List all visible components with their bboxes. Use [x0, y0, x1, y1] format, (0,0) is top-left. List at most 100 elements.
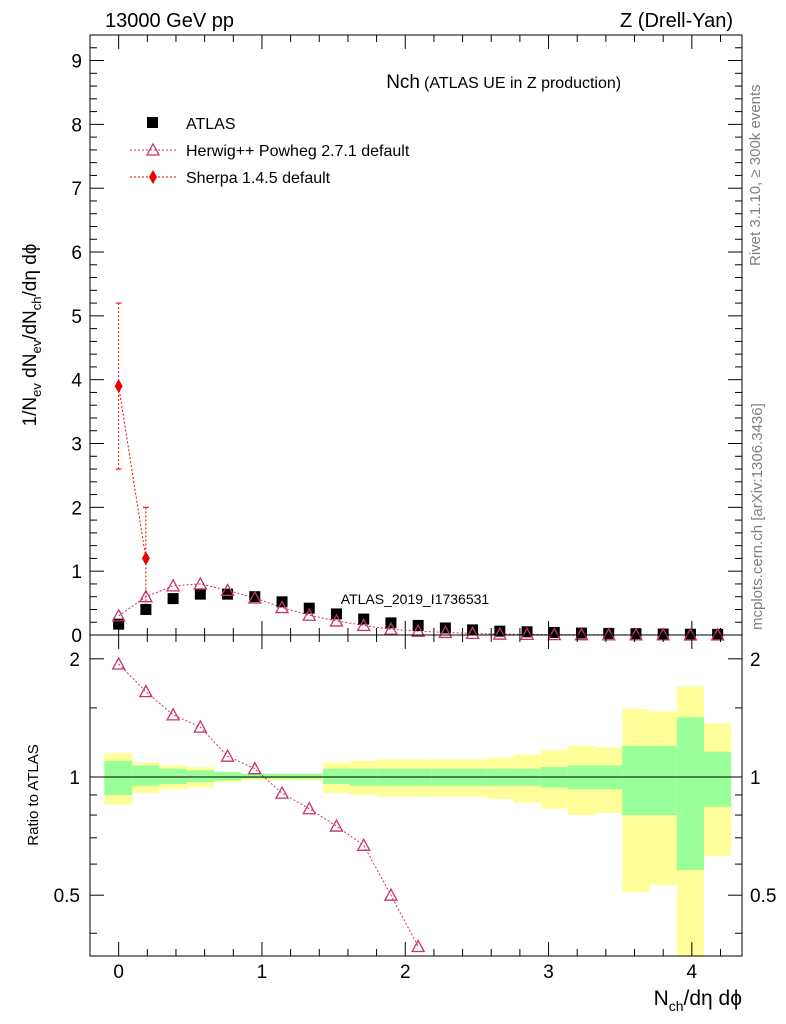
herwig-point: [247, 590, 262, 604]
atlas-point: [630, 628, 642, 640]
main-y-tick-label: 2: [71, 498, 82, 519]
herwig-point: [274, 600, 290, 614]
ratio-inner-band: [159, 768, 187, 784]
herwig-ratio-point: [302, 801, 317, 815]
herwig-ratio-point: [411, 939, 426, 953]
header-process: Z (Drell-Yan): [620, 10, 733, 32]
ratio-y-tick-label: 2: [69, 650, 80, 671]
herwig-point: [438, 625, 453, 639]
herwig-point: [138, 589, 153, 603]
herwig-ratio-point: [193, 719, 208, 733]
ratio-uncertainty-bands: [104, 686, 732, 956]
x-tick-label: 0: [113, 962, 124, 983]
x-tick-labels: 0 1 2 3 4: [113, 962, 697, 983]
herwig-ratio-point: [329, 818, 344, 832]
main-axis-ticks: 0 1 2 3 4 5 6 7 8 9: [71, 34, 742, 647]
main-y-tick-label: 9: [71, 52, 82, 73]
atlas-point: [167, 593, 179, 605]
main-y-tick-label: 1: [71, 562, 82, 583]
main-y-tick-label: 8: [71, 115, 82, 136]
legend-atlas-label: ATLAS: [186, 116, 236, 133]
atlas-point: [222, 588, 234, 600]
legend: ATLAS Herwig++ Powheg 2.7.1 default Sher…: [130, 116, 410, 187]
herwig-ratio-point: [111, 656, 126, 670]
atlas-point: [548, 626, 560, 638]
ratio-inner-band: [322, 768, 351, 784]
ratio-inner-band: [186, 770, 214, 783]
herwig-ratio-point: [220, 748, 235, 762]
herwig-ratio-point: [274, 785, 290, 799]
chart-subtitle: (ATLAS UE in Z production): [424, 75, 621, 92]
atlas-point: [439, 622, 451, 634]
herwig-point: [166, 578, 181, 592]
sherpa-main-line: [118, 385, 147, 559]
ratio-inner-band: [622, 745, 650, 816]
ratio-y-tick-label-right: 1: [750, 768, 761, 789]
ratio-y-tick-label: 1: [69, 768, 80, 789]
herwig-point: [710, 627, 725, 641]
herwig-point: [601, 627, 616, 641]
herwig-point: [302, 607, 317, 621]
herwig-point: [492, 626, 507, 640]
main-y-tick-label: 7: [71, 179, 82, 200]
herwig-point: [329, 613, 344, 627]
atlas-point: [603, 627, 615, 639]
main-data-series: [111, 302, 725, 641]
atlas-point: [194, 588, 206, 600]
herwig-ratio-point: [247, 761, 262, 775]
x-tick-label: 1: [257, 962, 268, 983]
herwig-point: [574, 627, 589, 641]
atlas-point: [684, 628, 696, 640]
legend-herwig-marker: [145, 142, 161, 156]
chart-title: Nch: [386, 72, 420, 93]
ratio-inner-band: [104, 760, 133, 795]
main-y-tick-label: 3: [71, 435, 82, 456]
herwig-ratio-point: [166, 707, 181, 721]
legend-sherpa-marker: [149, 170, 157, 184]
x-axis-label: Nch/dη dϕ: [654, 987, 742, 1014]
herwig-point: [383, 621, 399, 635]
herwig-point: [220, 582, 235, 596]
ratio-frame: [89, 634, 743, 957]
ratio-inner-band: [241, 773, 269, 779]
herwig-point: [628, 627, 644, 641]
herwig-point: [411, 623, 426, 637]
ratio-axis-ticks: 0.5 0.5 1 1 2 2: [54, 635, 776, 956]
herwig-point: [547, 627, 562, 641]
atlas-point: [140, 603, 152, 615]
ratio-inner-band: [676, 717, 705, 870]
legend-sherpa-label: Sherpa 1.4.5 default: [186, 170, 331, 187]
herwig-point: [683, 627, 698, 641]
ratio-y-tick-label-right: 2: [750, 650, 761, 671]
ratio-inner-band: [268, 773, 296, 779]
x-tick-label: 4: [687, 962, 698, 983]
sherpa-point: [114, 379, 123, 394]
herwig-ratio-point: [383, 887, 399, 901]
herwig-point: [193, 576, 208, 590]
main-y-tick-label: 0: [71, 626, 82, 647]
main-panel: 0 1 2 3 4 5 6 7 8 9 Nch (ATLAS UE in Z production…: [20, 34, 743, 647]
sherpa-point: [141, 551, 150, 566]
main-y-tick-label: 6: [71, 243, 82, 264]
ratio-inner-band: [295, 773, 323, 779]
analysis-watermark: ATLAS_2019_I1736531: [341, 591, 490, 607]
atlas-point: [712, 628, 724, 640]
atlas-point: [494, 625, 506, 637]
herwig-point: [111, 608, 126, 622]
header-energy: 13000 GeV pp: [105, 10, 234, 32]
ratio-inner-band: [704, 751, 732, 807]
mcplots-label: mcplots.cern.ch [arXiv:1306.3436]: [749, 403, 766, 630]
herwig-point: [356, 618, 371, 632]
ratio-y-tick-label: 0.5: [54, 886, 80, 907]
atlas-point: [657, 628, 669, 640]
legend-atlas-marker: [147, 117, 158, 128]
ratio-panel: 0.5 0.5 1 1 2 2 Ratio to ATLAS 0 1 2 3 4 Nch/dη d…: [25, 634, 776, 1014]
main-y-tick-label: 4: [71, 371, 82, 392]
ratio-y-axis-label: Ratio to ATLAS: [25, 744, 42, 845]
ratio-inner-band: [649, 745, 677, 816]
atlas-point: [576, 627, 588, 639]
ratio-y-tick-label-right: 0.5: [750, 886, 776, 907]
ratio-inner-band: [213, 771, 242, 781]
rivet-version-label: Rivet 3.1.10, ≥ 300k events: [747, 84, 764, 266]
legend-herwig-label: Herwig++ Powheg 2.7.1 default: [186, 143, 410, 160]
